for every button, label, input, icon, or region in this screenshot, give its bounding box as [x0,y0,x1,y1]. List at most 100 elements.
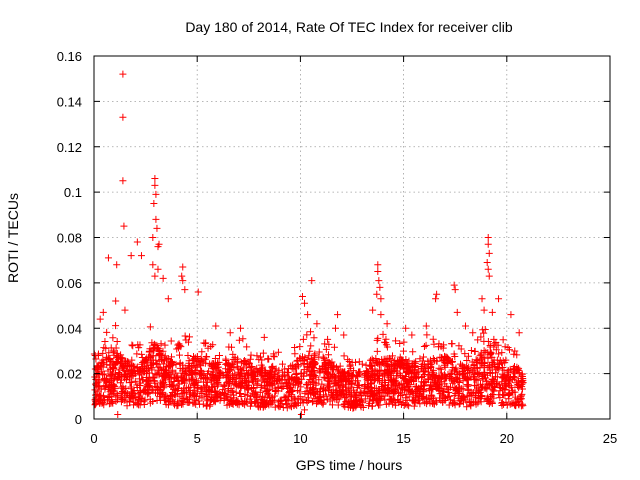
data-point-marker [441,372,449,380]
data-point-marker [271,403,279,411]
data-point-marker [181,286,189,294]
data-point-marker [488,308,496,316]
data-point-marker [411,359,419,367]
data-point-marker [272,377,280,385]
data-point-marker [211,387,219,395]
data-point-marker [490,394,498,402]
data-point-marker [160,357,168,365]
data-point-marker [380,392,388,400]
data-point-marker [92,391,100,399]
data-point-marker [203,395,211,403]
data-point-marker [133,400,141,408]
data-point-marker [160,396,168,404]
data-point-marker [271,392,279,400]
data-point-marker [195,397,203,405]
data-point-marker [480,353,488,361]
data-point-marker [465,363,473,371]
data-point-marker [172,360,180,368]
data-point-marker [269,362,277,370]
data-point-marker [377,311,385,319]
data-point-marker [179,277,187,285]
data-point-marker [240,357,248,365]
data-point-marker [119,355,127,363]
data-point-marker [149,352,157,360]
y-tick-label: 0.04 [57,321,82,336]
data-point-marker [112,397,120,405]
data-point-marker [325,370,333,378]
data-point-marker [322,345,330,353]
data-point-marker [501,392,509,400]
data-point-marker [402,368,410,376]
data-point-marker [438,378,446,386]
data-point-marker [176,360,184,368]
data-point-marker [384,357,392,365]
data-point-marker [263,377,271,385]
data-point-marker [398,356,406,364]
data-point-marker [369,365,377,373]
data-point-marker [469,329,477,337]
data-point-marker [110,390,118,398]
data-point-marker [357,402,365,410]
data-point-marker [411,391,419,399]
data-point-marker [489,359,497,367]
data-point-marker [133,381,141,389]
data-point-marker [445,401,453,409]
data-point-marker [478,295,486,303]
data-point-marker [355,358,363,366]
data-point-marker [131,377,139,385]
data-point-marker [309,375,317,383]
data-point-marker [471,347,479,355]
data-point-marker [423,331,431,339]
data-point-marker [480,337,488,345]
data-point-marker [113,261,121,269]
data-point-marker [215,351,223,359]
data-point-marker [291,350,299,358]
data-point-marker [285,384,293,392]
data-point-marker [220,392,228,400]
data-point-marker [109,334,117,342]
data-point-marker [330,378,338,386]
data-point-marker [360,384,368,392]
data-point-marker [288,393,296,401]
data-point-marker [167,353,175,361]
data-point-marker [484,240,492,248]
data-point-marker [189,376,197,384]
data-point-marker [373,358,381,366]
data-point-marker [374,261,382,269]
data-point-marker [338,375,346,383]
data-point-marker [515,400,523,408]
data-point-marker [105,400,113,408]
data-point-marker [383,320,391,328]
data-point-marker [474,399,482,407]
data-point-marker [479,376,487,384]
data-point-marker [161,341,169,349]
data-point-marker [393,384,401,392]
data-point-marker [94,350,102,358]
data-point-marker [190,391,198,399]
data-point-marker [343,377,351,385]
data-point-marker [401,385,409,393]
data-point-marker [188,362,196,370]
data-point-marker [129,393,137,401]
data-point-marker [367,376,375,384]
data-point-marker [480,306,488,314]
data-point-marker [215,358,223,366]
data-point-marker [134,395,142,403]
data-point-marker [451,286,459,294]
data-point-marker [444,354,452,362]
data-point-marker [466,389,474,397]
data-point-marker [146,323,154,331]
data-point-marker [137,252,145,260]
data-point-marker [501,359,509,367]
data-point-marker [438,391,446,399]
data-point-marker [156,364,164,372]
data-point-marker [394,396,402,404]
data-point-marker [495,295,503,303]
data-point-marker [501,343,509,351]
data-point-marker [371,390,379,398]
data-point-marker [249,377,257,385]
data-point-marker [138,360,146,368]
data-point-marker [296,343,304,351]
data-point-marker [423,400,431,408]
